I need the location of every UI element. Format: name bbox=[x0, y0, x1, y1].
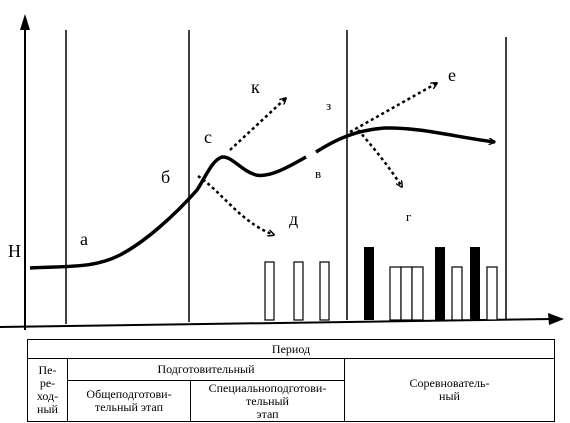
solid-bar bbox=[364, 247, 374, 320]
label-s: с bbox=[204, 127, 212, 147]
label-n: Н bbox=[8, 241, 21, 261]
branch-arrows bbox=[197, 83, 437, 235]
hollow-bar bbox=[389, 266, 402, 321]
arrow-to-e bbox=[349, 83, 437, 134]
hollow-bar bbox=[293, 261, 304, 321]
arrow-to-g bbox=[357, 129, 402, 187]
hollow-bar bbox=[411, 266, 424, 321]
load-bars bbox=[264, 247, 498, 321]
period-dividers bbox=[65, 30, 507, 324]
curve-competitive-segment bbox=[315, 126, 495, 154]
label-b: б bbox=[161, 167, 170, 187]
solid-bar bbox=[470, 247, 480, 320]
x-axis-arrow-icon bbox=[548, 313, 564, 325]
x-axis bbox=[0, 318, 553, 328]
general-stage-cell: Общеподготови- тельный этап bbox=[67, 380, 191, 422]
label-g: г bbox=[406, 209, 411, 224]
periodization-diagram: Н а б с к д в з е г bbox=[0, 14, 564, 330]
curve-labels: Н а б с к д в з е г bbox=[8, 65, 456, 261]
hollow-bar bbox=[486, 266, 498, 321]
label-d: д bbox=[289, 209, 298, 229]
y-axis-arrow-icon bbox=[20, 14, 30, 30]
period-header: Период bbox=[27, 339, 555, 359]
label-z: з bbox=[326, 98, 331, 113]
arrow-to-k bbox=[229, 98, 286, 151]
performance-curve bbox=[29, 126, 495, 270]
label-a: а bbox=[80, 229, 88, 249]
period-table: Период Пе- ре- ход- ный Подготовительный… bbox=[27, 339, 555, 422]
special-stage-cell: Специальноподготови- тельный этап bbox=[190, 380, 345, 422]
label-v: в bbox=[315, 166, 321, 181]
transitional-period-cell: Пе- ре- ход- ный bbox=[27, 358, 68, 422]
hollow-bar bbox=[451, 266, 463, 321]
label-e: е bbox=[448, 65, 456, 85]
competitive-period-cell: Соревнователь- ный bbox=[344, 358, 555, 422]
curve-main-segment bbox=[29, 155, 307, 270]
preparatory-period-cell: Подготовительный bbox=[67, 358, 345, 381]
hollow-bar bbox=[319, 261, 330, 321]
hollow-bar bbox=[400, 266, 413, 321]
arrow-to-d bbox=[197, 174, 274, 235]
solid-bar bbox=[435, 247, 445, 320]
hollow-bar bbox=[264, 261, 275, 321]
label-k: к bbox=[251, 77, 260, 97]
